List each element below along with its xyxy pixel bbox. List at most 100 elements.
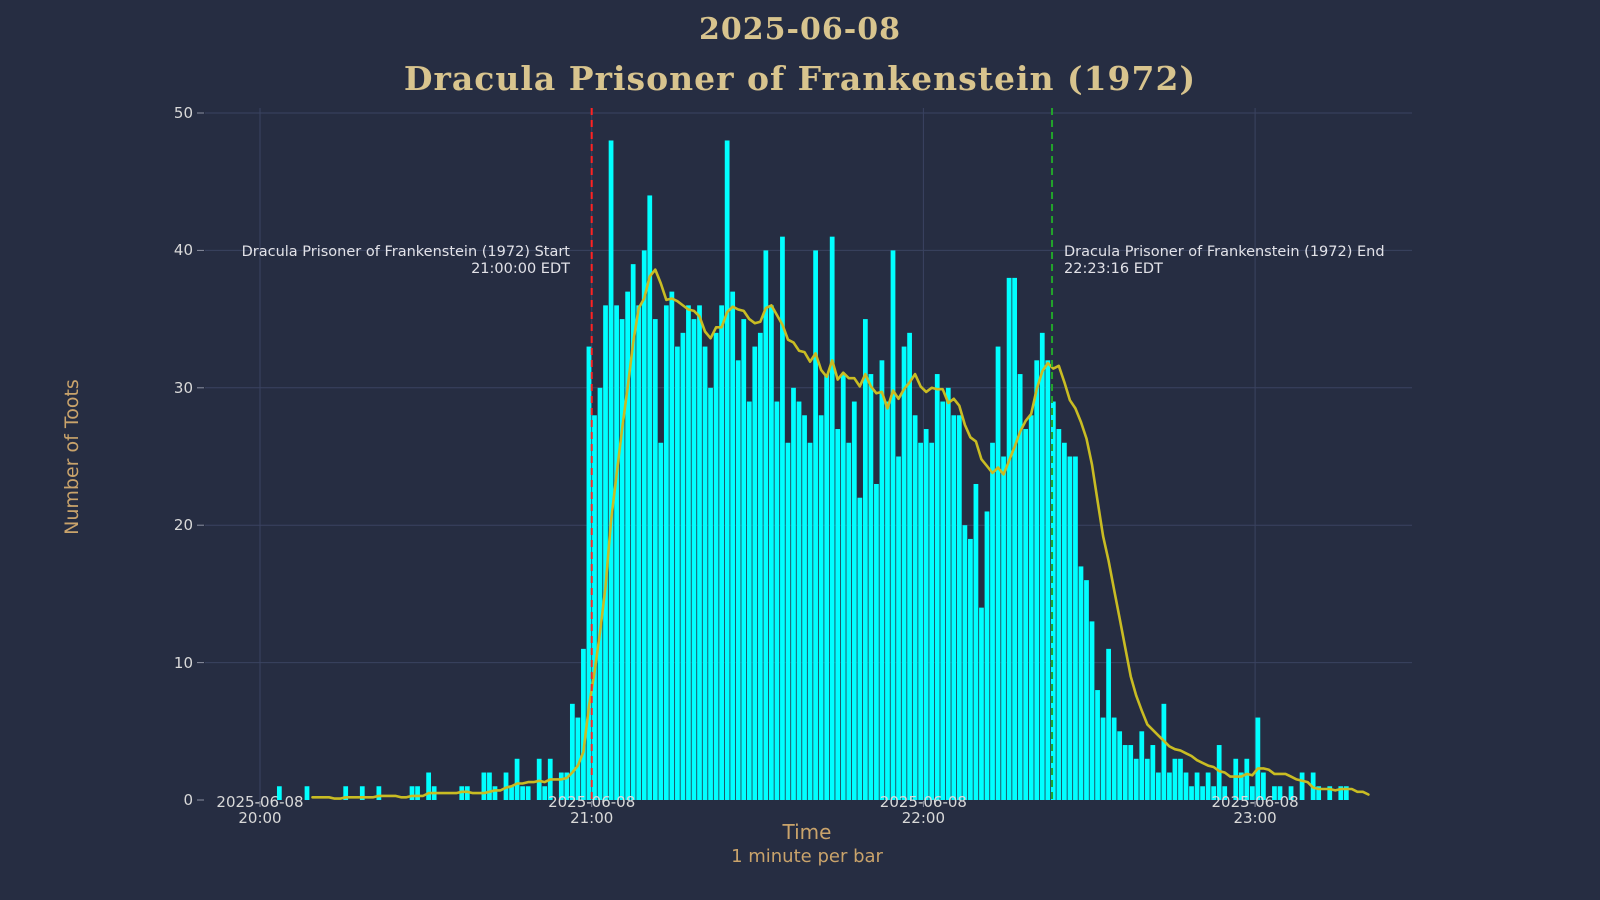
toots-bar: [763, 250, 769, 800]
toots-bar: [735, 360, 741, 800]
toots-bar: [1106, 648, 1111, 800]
toots-bar: [536, 758, 542, 800]
toots-bar: [409, 786, 415, 800]
toots-bar: [1150, 745, 1156, 800]
x-tick-label-22:00: 2025-06-08 22:00: [863, 794, 983, 826]
x-axis-label: Time: [782, 820, 832, 844]
toots-bar: [1299, 772, 1305, 800]
toots-bar: [359, 786, 365, 800]
toots-bar: [713, 332, 719, 800]
toots-bar: [376, 786, 382, 800]
toots-bar: [702, 346, 708, 800]
toots-bar: [979, 607, 984, 800]
toots-bar: [1095, 690, 1100, 800]
toots-bar: [746, 401, 752, 800]
toots-bar: [636, 305, 642, 800]
toots-bar: [1111, 717, 1117, 800]
toots-bar: [907, 332, 912, 800]
chart-title-movie: Dracula Prisoner of Frankenstein (1972): [403, 59, 1197, 98]
annotation-movie-start-label: Dracula Prisoner of Frankenstein (1972) …: [241, 244, 570, 260]
toots-bar: [1261, 772, 1266, 800]
toots-bar: [343, 786, 349, 800]
toots-bar: [813, 250, 818, 800]
toots-bar: [896, 456, 901, 800]
toots-bar: [1012, 277, 1017, 800]
toots-bar: [1244, 758, 1250, 800]
toots-bar: [791, 387, 796, 800]
y-tick-label-40: 40: [173, 241, 193, 260]
toots-bar: [868, 374, 874, 800]
toots-bar: [1073, 456, 1078, 800]
toots-bar: [426, 772, 431, 800]
toots-bar: [304, 786, 310, 800]
toots-bar: [1050, 401, 1056, 800]
toots-bar: [1028, 415, 1034, 800]
toots-bar: [857, 497, 863, 800]
toots-bar: [1017, 374, 1023, 800]
y-tick-label-50: 50: [173, 104, 193, 122]
toots-bar: [1089, 621, 1095, 800]
toots-bar: [945, 387, 951, 800]
x-tick-hour: 20:00: [238, 809, 282, 827]
toots-bar: [581, 648, 586, 800]
toots-bar: [940, 401, 946, 800]
toots-bar: [619, 319, 625, 800]
toots-bar: [840, 374, 846, 800]
toots-bar: [846, 442, 852, 800]
annotation-movie-end-label: Dracula Prisoner of Frankenstein (1972) …: [1064, 244, 1385, 260]
toots-bar: [1178, 758, 1183, 800]
toots-bar: [569, 703, 575, 800]
toots-bar: [1288, 786, 1294, 800]
toots-bar: [951, 415, 957, 800]
toots-bar: [509, 786, 514, 800]
toots-bar: [1133, 758, 1139, 800]
toots-bar: [603, 305, 608, 800]
toots-bar: [990, 442, 995, 800]
toots-bar: [780, 236, 785, 800]
toots-bar: [564, 772, 570, 800]
toots-bar: [774, 401, 780, 800]
toots-bar: [1161, 703, 1167, 800]
toots-bar: [1189, 786, 1194, 800]
x-tick-date: 2025-06-08: [1211, 793, 1299, 811]
toots-bar: [1194, 772, 1200, 800]
toots-bar: [1343, 786, 1349, 800]
x-tick-label-21:00: 2025-06-08 21:00: [532, 794, 652, 826]
toots-bar: [724, 140, 730, 801]
toots-bar: [1216, 745, 1222, 800]
toots-bar: [276, 786, 282, 800]
x-tick-hour: 22:00: [901, 809, 945, 827]
toots-bar: [608, 140, 614, 801]
y-axis-label: Number of Toots: [61, 379, 83, 535]
toots-bar: [862, 319, 868, 800]
toots-bar: [1045, 360, 1051, 800]
toots-bar: [973, 483, 979, 800]
toots-bar: [929, 442, 935, 800]
annotation-movie-start-time: 21:00:00 EDT: [471, 260, 570, 277]
toots-bar: [835, 429, 841, 800]
toots-bar: [1205, 772, 1211, 800]
toots-bar: [625, 291, 631, 800]
toots-bar: [647, 195, 653, 800]
toots-bar: [824, 374, 830, 800]
x-tick-label-23:00: 2025-06-08 23:00: [1195, 794, 1315, 826]
toots-bar: [708, 387, 713, 800]
toots-bar: [885, 401, 890, 800]
toots-bar: [984, 511, 990, 800]
x-tick-date: 2025-06-08: [548, 793, 636, 811]
toots-bar: [818, 415, 824, 800]
y-tick-label-30: 30: [173, 378, 193, 397]
toots-bar: [1122, 745, 1128, 800]
toots-bar: [1167, 772, 1172, 800]
toots-bar: [575, 717, 581, 800]
toots-bar: [487, 772, 492, 800]
toots-bar: [1222, 786, 1228, 800]
toots-bar: [923, 429, 929, 800]
y-tick-label-20: 20: [173, 516, 193, 535]
toots-bar: [1039, 332, 1045, 800]
toots-bar: [514, 758, 520, 800]
toots-bar: [1128, 745, 1134, 800]
toots-bar: [829, 236, 835, 800]
toots-bar: [851, 401, 857, 800]
toots-bar: [1183, 772, 1189, 800]
